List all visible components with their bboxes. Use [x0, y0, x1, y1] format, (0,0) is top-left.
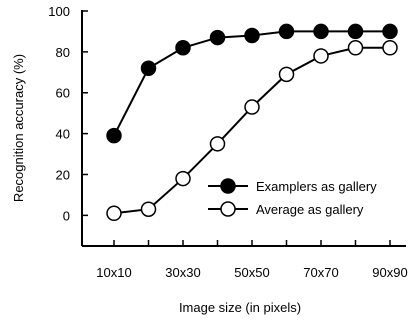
- series-layer: [106, 23, 398, 222]
- y-axis-label: Recognition accuracy (%): [11, 54, 26, 202]
- series-0-point-10x10: [106, 127, 122, 144]
- x-tick-label-10x10: 10x10: [96, 265, 131, 280]
- x-axis-label: Image size (in pixels): [179, 300, 301, 315]
- series-1-point-90x90: [382, 40, 398, 56]
- series-1-point-40x40: [209, 136, 226, 152]
- y-ticks: 0 20 40 60 80 100: [48, 4, 88, 223]
- series-0-point-60x60: [278, 23, 295, 40]
- series-1-point-10x10: [106, 205, 122, 222]
- legend: Examplers as gallery Average as gallery: [208, 178, 377, 217]
- legend-label-examplers: Examplers as gallery: [256, 179, 377, 194]
- y-tick-label-80: 80: [56, 45, 70, 60]
- x-ticks: 10x10 30x30 50x50 70x70 90x90: [96, 240, 408, 280]
- series-1-point-70x70: [313, 48, 329, 64]
- series-0-point-90x90: [382, 23, 398, 40]
- series-0-point-40x40: [209, 29, 226, 46]
- y-tick-label-20: 20: [56, 167, 70, 182]
- legend-marker-examplers: [220, 178, 236, 194]
- series-0-point-20x20: [140, 60, 157, 76]
- series-1-point-60x60: [278, 66, 295, 83]
- x-tick-label-50x50: 50x50: [234, 265, 269, 280]
- legend-label-average: Average as gallery: [256, 202, 364, 217]
- x-tick-label-70x70: 70x70: [303, 265, 338, 280]
- series-0-point-80x80: [347, 23, 364, 40]
- series-0-point-70x70: [313, 23, 329, 40]
- legend-marker-average: [220, 201, 236, 217]
- x-tick-label-90x90: 90x90: [372, 265, 407, 280]
- y-tick-label-40: 40: [56, 127, 70, 142]
- series-0-point-30x30: [175, 40, 191, 56]
- y-tick-label-60: 60: [56, 86, 70, 101]
- series-1-point-20x20: [140, 201, 157, 217]
- series-0-point-50x50: [244, 27, 260, 44]
- y-tick-label-0: 0: [63, 208, 70, 223]
- y-tick-label-100: 100: [48, 4, 70, 19]
- x-tick-label-30x30: 30x30: [165, 265, 200, 280]
- series-1-point-30x30: [175, 170, 191, 187]
- series-1-point-50x50: [244, 99, 260, 115]
- series-1-point-80x80: [347, 40, 364, 56]
- axes: [81, 10, 406, 247]
